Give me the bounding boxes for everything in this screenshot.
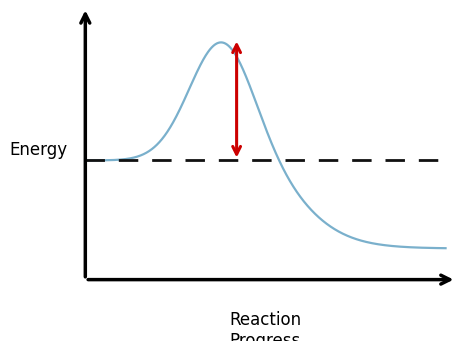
Text: Energy: Energy: [9, 141, 68, 159]
Text: Reaction
Progress: Reaction Progress: [229, 311, 301, 341]
